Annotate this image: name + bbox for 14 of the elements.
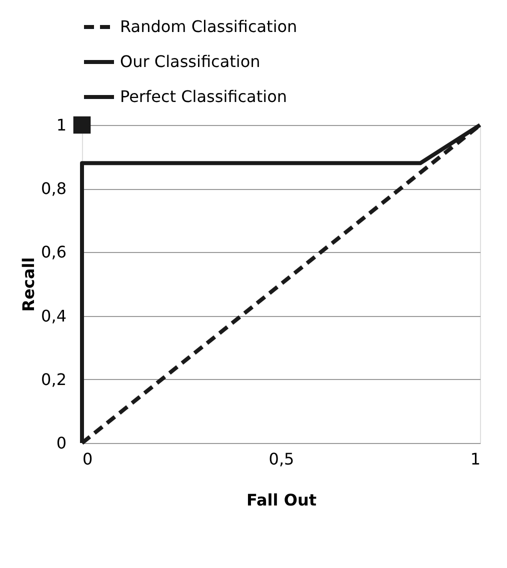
y-tick-label: 0 [56,434,66,452]
y-axis-title: Recall [19,257,38,312]
y-tick-label: 1 [56,116,66,134]
legend-label: Perfect Classification [120,87,287,106]
legend-label: Our Classification [120,52,260,71]
x-axis-title: Fall Out [246,490,317,510]
x-tick-label: 1 [470,450,480,468]
x-tick-label: 0,5 [268,450,294,468]
y-tick-label: 0,4 [41,306,66,326]
y-tick-label: 0,8 [41,179,66,198]
x-tick-label: 0 [82,450,93,468]
y-tick-label: 0,2 [41,370,66,389]
y-tick-label: 0,6 [41,242,66,262]
legend-label: Random Classification [120,17,298,36]
